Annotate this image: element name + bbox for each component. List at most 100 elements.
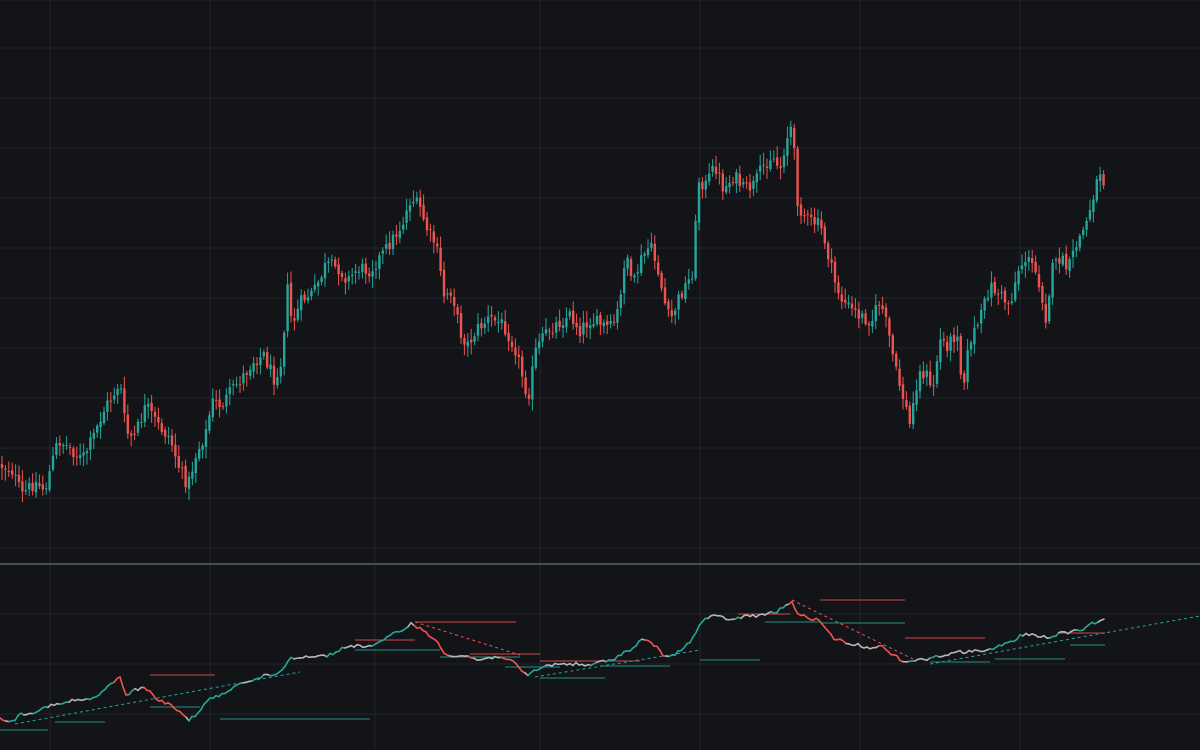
candle-body bbox=[109, 400, 112, 402]
candle-body bbox=[721, 173, 724, 192]
candle-body bbox=[939, 339, 942, 362]
candle-body bbox=[181, 467, 184, 469]
candle-body bbox=[11, 470, 14, 475]
candle-body bbox=[395, 234, 398, 237]
candle-body bbox=[249, 369, 252, 376]
candle-body bbox=[357, 271, 361, 273]
candle-body bbox=[296, 308, 299, 320]
candle-body bbox=[68, 446, 72, 448]
candle-body bbox=[646, 248, 650, 256]
candle-body bbox=[218, 399, 221, 408]
candle-body bbox=[371, 271, 374, 277]
candle-body bbox=[589, 325, 592, 329]
candle-body bbox=[932, 385, 935, 387]
candle-body bbox=[1027, 257, 1030, 262]
candle-body bbox=[561, 325, 565, 328]
candle-body bbox=[493, 317, 497, 321]
candle-body bbox=[0, 464, 4, 469]
candle-body bbox=[578, 326, 582, 337]
candle-body bbox=[55, 443, 58, 455]
candle-body bbox=[874, 305, 877, 322]
oscillator-segment bbox=[614, 654, 619, 661]
candle-body bbox=[949, 336, 952, 351]
candle-body bbox=[391, 234, 395, 249]
candle-body bbox=[728, 182, 731, 188]
candle-body bbox=[983, 298, 986, 311]
candle-body bbox=[966, 350, 969, 383]
candle-body bbox=[687, 279, 690, 284]
candle-body bbox=[878, 304, 881, 306]
oscillator-segment bbox=[200, 703, 205, 711]
candle-body bbox=[854, 308, 857, 310]
candle-body bbox=[572, 310, 575, 324]
candle-body bbox=[232, 384, 235, 386]
oscillator-segment bbox=[407, 622, 412, 628]
candle-body bbox=[653, 243, 656, 261]
candle-body bbox=[806, 213, 809, 215]
candle-body bbox=[323, 263, 327, 279]
candle-body bbox=[136, 421, 140, 433]
oscillator-segment bbox=[776, 607, 781, 614]
candle-body bbox=[106, 400, 109, 412]
candle-body bbox=[480, 322, 483, 329]
candle-body bbox=[956, 336, 959, 342]
oscillator-segment bbox=[620, 650, 625, 657]
candle-body bbox=[663, 287, 667, 304]
candle-body bbox=[942, 338, 945, 341]
candle-body bbox=[79, 455, 82, 459]
oscillator-segment bbox=[656, 645, 661, 652]
candle-body bbox=[925, 370, 928, 377]
candle-body bbox=[293, 318, 296, 321]
candle-body bbox=[313, 284, 316, 290]
candle-body bbox=[1017, 270, 1020, 285]
candle-body bbox=[1007, 303, 1010, 305]
candle-body bbox=[65, 445, 68, 447]
candle-body bbox=[446, 293, 449, 295]
candle-body bbox=[582, 322, 585, 335]
candle-body bbox=[317, 282, 320, 287]
candle-body bbox=[194, 458, 197, 474]
candle-body bbox=[667, 301, 670, 310]
candle-body bbox=[541, 333, 544, 342]
candle-body bbox=[714, 166, 718, 174]
candle-body bbox=[351, 274, 354, 277]
candle-body bbox=[650, 243, 653, 248]
candle-body bbox=[153, 411, 157, 417]
candle-body bbox=[130, 433, 133, 436]
candle-body bbox=[255, 363, 259, 366]
candle-body bbox=[629, 259, 633, 276]
candle-body bbox=[1010, 301, 1013, 304]
candle-body bbox=[657, 262, 660, 275]
candle-body bbox=[99, 421, 102, 428]
candle-body bbox=[599, 314, 602, 325]
candle-body bbox=[776, 157, 779, 166]
candle-body bbox=[408, 205, 412, 212]
candle-body bbox=[381, 250, 384, 254]
candle-body bbox=[48, 471, 51, 490]
candle-body bbox=[575, 322, 578, 328]
price-candles bbox=[0, 120, 1105, 503]
candle-body bbox=[725, 186, 728, 193]
candle-body bbox=[340, 273, 344, 278]
trend-line bbox=[414, 621, 521, 656]
candle-body bbox=[636, 272, 639, 274]
candle-body bbox=[796, 148, 799, 207]
candle-body bbox=[660, 272, 663, 289]
candle-body bbox=[269, 364, 272, 370]
oscillator-segment bbox=[794, 608, 799, 615]
candle-body bbox=[813, 216, 816, 225]
candle-body bbox=[147, 403, 150, 407]
candle-body bbox=[354, 271, 357, 273]
candle-body bbox=[799, 204, 803, 216]
candle-body bbox=[514, 347, 517, 356]
candle-body bbox=[609, 320, 612, 324]
candle-body bbox=[674, 310, 677, 316]
candle-body bbox=[72, 448, 75, 458]
candle-body bbox=[1075, 247, 1078, 251]
candle-body bbox=[640, 255, 643, 273]
candle-body bbox=[1078, 235, 1081, 248]
candle-body bbox=[453, 296, 456, 306]
candle-body bbox=[619, 294, 622, 309]
candle-body bbox=[266, 352, 269, 368]
candle-body bbox=[238, 384, 242, 386]
